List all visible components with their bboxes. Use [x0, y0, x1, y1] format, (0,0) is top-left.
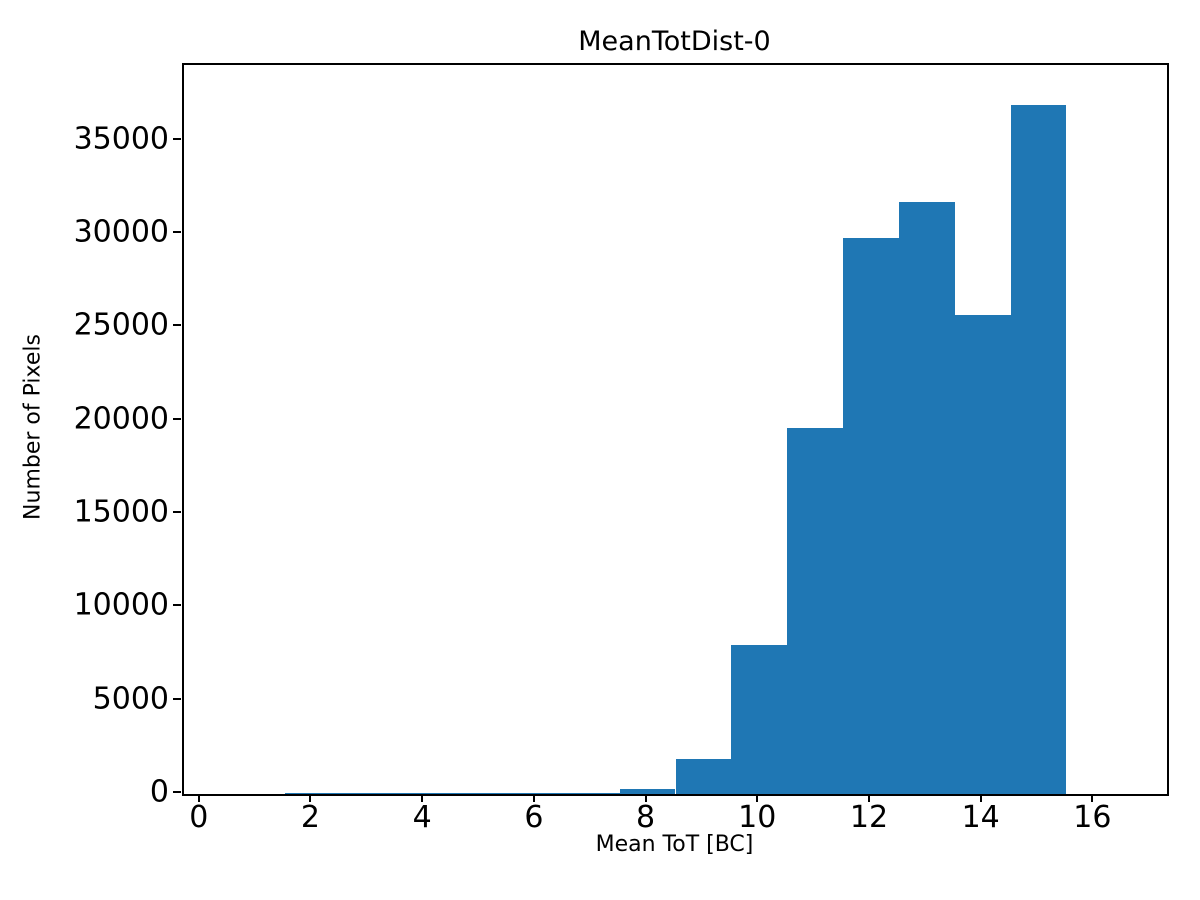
histogram-bar — [563, 792, 620, 794]
histogram-bar — [787, 428, 844, 794]
chart-title: MeanTotDist-0 — [578, 26, 771, 57]
y-tick-label: 35000 — [73, 121, 169, 157]
histogram-bar — [507, 792, 564, 794]
y-axis-label: Number of Pixels — [20, 334, 46, 520]
x-tick-label: 12 — [849, 800, 889, 835]
x-tick-mark — [867, 794, 870, 802]
x-tick-mark — [1091, 794, 1094, 802]
histogram-bars-layer — [184, 65, 1167, 794]
x-tick-label: 14 — [961, 800, 1000, 835]
y-tick-label: 15000 — [73, 494, 169, 530]
x-tick-mark — [309, 794, 312, 802]
histogram-bar — [1010, 105, 1067, 794]
x-tick-mark — [979, 794, 982, 802]
x-tick-label: 8 — [636, 800, 656, 835]
x-tick-label: 10 — [738, 800, 777, 835]
y-tick-label: 25000 — [73, 307, 169, 343]
histogram-bar — [452, 792, 508, 794]
y-tick-mark — [173, 697, 181, 700]
x-tick-label: 0 — [189, 800, 209, 835]
histogram-bar — [396, 792, 453, 794]
y-tick-mark — [173, 230, 181, 233]
histogram-bar — [619, 789, 676, 794]
histogram-bar — [340, 792, 397, 794]
histogram-bar — [954, 315, 1011, 794]
y-tick-label: 30000 — [73, 214, 169, 250]
x-tick-mark — [421, 794, 424, 802]
y-tick-mark — [173, 791, 181, 793]
y-tick-mark — [173, 324, 181, 327]
y-tick-label: 20000 — [73, 401, 169, 437]
y-tick-mark — [173, 417, 181, 420]
x-tick-label: 16 — [1073, 800, 1112, 835]
plot-area — [182, 63, 1169, 796]
histogram-bar — [898, 202, 955, 794]
histogram-bar — [731, 644, 788, 794]
x-tick-mark — [197, 794, 200, 802]
x-tick-label: 6 — [524, 800, 544, 835]
histogram-bar — [284, 792, 341, 794]
y-tick-label: 5000 — [92, 681, 169, 717]
y-tick-mark — [173, 604, 181, 607]
histogram-bar — [843, 237, 899, 794]
x-tick-label: 4 — [412, 800, 432, 835]
x-tick-mark — [532, 794, 535, 802]
y-tick-label: 10000 — [73, 587, 169, 623]
x-tick-mark — [756, 794, 759, 802]
x-tick-mark — [644, 794, 647, 802]
y-tick-mark — [173, 137, 181, 140]
x-axis-label: Mean ToT [BC] — [595, 832, 754, 857]
histogram-bar — [675, 758, 732, 794]
y-tick-label: 0 — [149, 774, 169, 810]
x-tick-label: 2 — [300, 800, 320, 835]
y-tick-mark — [173, 510, 181, 513]
